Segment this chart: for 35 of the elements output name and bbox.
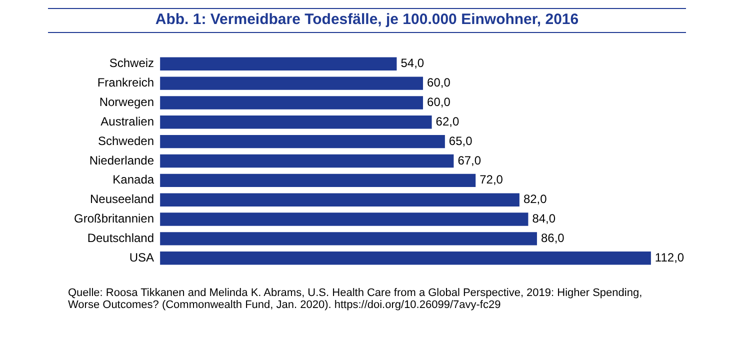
bar: [160, 232, 537, 246]
y-tick-label: USA: [129, 250, 154, 264]
bar: [160, 193, 520, 206]
data-label: 54,0: [400, 56, 424, 70]
y-tick-label: Norwegen: [99, 95, 154, 110]
bar: [160, 76, 424, 90]
y-tick-label: Neuseeland: [90, 192, 154, 206]
data-label: 60,0: [427, 76, 451, 90]
y-tick-label: Großbritannien: [74, 212, 154, 226]
chart-title: Abb. 1: Vermeidbare Todesfälle, je 100.000 Einwohner, 2016: [48, 8, 686, 33]
data-label: 62,0: [436, 114, 460, 128]
y-tick-label: Frankreich: [97, 76, 154, 90]
y-tick-label: Australien: [100, 114, 154, 128]
bar: [160, 154, 454, 168]
y-tick-label: Deutschland: [87, 230, 154, 245]
bar: [160, 116, 432, 129]
bar: [160, 251, 651, 265]
data-label: 84,0: [532, 212, 556, 226]
y-tick-label: Schweden: [98, 134, 154, 148]
data-label: 82,0: [523, 192, 548, 206]
data-label: 65,0: [448, 134, 473, 148]
data-label: 72,0: [480, 172, 504, 187]
y-tick-label: Schweiz: [109, 56, 154, 70]
bar: [160, 57, 397, 71]
data-label: 60,0: [427, 95, 451, 110]
bar: [160, 212, 528, 226]
source-note: Quelle: Roosa Tikkanen and Melinda K. Abrams, U.S. Health Care from a Global Perspective, 2019: Higher Spending, Worse Outcomes? (Commonwealth Fund, Jan. 2020). https://doi.org/10.26099/7avy-fc29: [68, 287, 644, 311]
data-label: 86,0: [540, 230, 565, 245]
data-label: 112,0: [654, 250, 684, 264]
bar: [160, 174, 476, 188]
bar: [160, 134, 445, 148]
bar: [160, 96, 424, 110]
y-tick-label: Niederlande: [89, 153, 154, 168]
y-tick-label: Kanada: [112, 172, 154, 187]
data-label: 67,0: [458, 153, 482, 168]
